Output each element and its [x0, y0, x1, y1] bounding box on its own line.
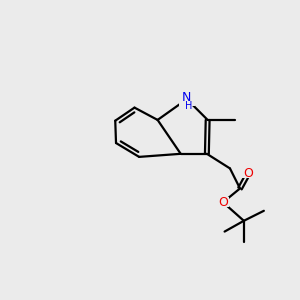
Bar	[179, 92, 195, 106]
Text: O: O	[244, 167, 254, 180]
Text: O: O	[218, 196, 228, 209]
Text: N: N	[182, 91, 191, 104]
Bar	[217, 197, 229, 207]
Bar	[242, 168, 255, 178]
Text: H: H	[185, 101, 192, 111]
